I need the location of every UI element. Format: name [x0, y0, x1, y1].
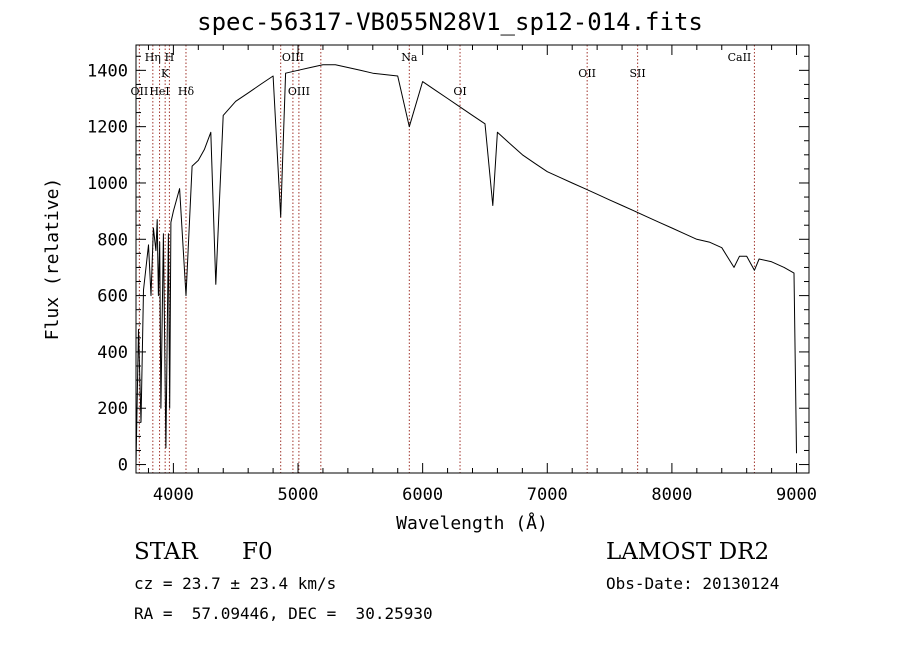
- y-tick-label: 0: [118, 456, 128, 476]
- x-tick-label: 6000: [402, 485, 443, 505]
- spectrum-line: [135, 64, 797, 465]
- line-label: OII: [578, 67, 596, 80]
- x-axis: 4000 5000 6000 7000 8000 9000: [147, 45, 817, 505]
- line-label: Na: [401, 51, 418, 64]
- line-label: HeI: [149, 85, 169, 98]
- y-tick-label: 200: [97, 399, 128, 419]
- y-tick-label: 1000: [87, 174, 128, 194]
- chart-title: spec-56317-VB055N28V1_sp12-014.fits: [197, 8, 703, 36]
- x-axis-title: Wavelength (Å): [396, 512, 548, 534]
- redshift-readout: cz = 23.7 ± 23.4 km/s: [134, 574, 337, 593]
- x-tick-label: 4000: [153, 485, 194, 505]
- object-class: STAR: [134, 539, 198, 565]
- line-label: K: [161, 67, 170, 80]
- y-tick-label: 600: [97, 287, 128, 307]
- x-tick-label: 5000: [278, 485, 319, 505]
- line-label: Hη: [145, 51, 161, 64]
- survey-name: LAMOST DR2: [606, 539, 770, 565]
- x-tick-label: 9000: [776, 485, 817, 505]
- line-label: OII: [131, 85, 149, 98]
- object-subclass: F0: [242, 539, 273, 565]
- line-label: OIII: [288, 85, 310, 98]
- line-label: OIII: [282, 51, 304, 64]
- plot-frame: [135, 44, 810, 474]
- x-tick-label: 8000: [651, 485, 692, 505]
- line-label: H: [165, 51, 175, 64]
- y-tick-label: 1200: [87, 118, 128, 138]
- y-axis-title: Flux (relative): [42, 178, 63, 341]
- line-label: SII: [630, 67, 646, 80]
- coordinates: RA = 57.09446, DEC = 30.25930: [134, 604, 433, 623]
- y-tick-label: 1400: [87, 61, 128, 81]
- line-label: Hδ: [178, 85, 195, 98]
- x-tick-label: 7000: [527, 485, 568, 505]
- spectrum-series: [135, 64, 797, 465]
- spectral-line-markers: [138, 45, 755, 473]
- line-label: OI: [453, 85, 466, 98]
- obs-date: Obs-Date: 20130124: [606, 574, 780, 593]
- y-tick-label: 400: [97, 343, 128, 363]
- y-axis: 0 200 400 600 800 1000 1200 1400: [87, 55, 809, 476]
- spectral-line-labels: OII Hη HeI KH Hδ OIII OIII Na OI OII SII CaII: [131, 51, 752, 98]
- y-tick-label: 800: [97, 230, 128, 250]
- line-label: CaII: [728, 51, 752, 64]
